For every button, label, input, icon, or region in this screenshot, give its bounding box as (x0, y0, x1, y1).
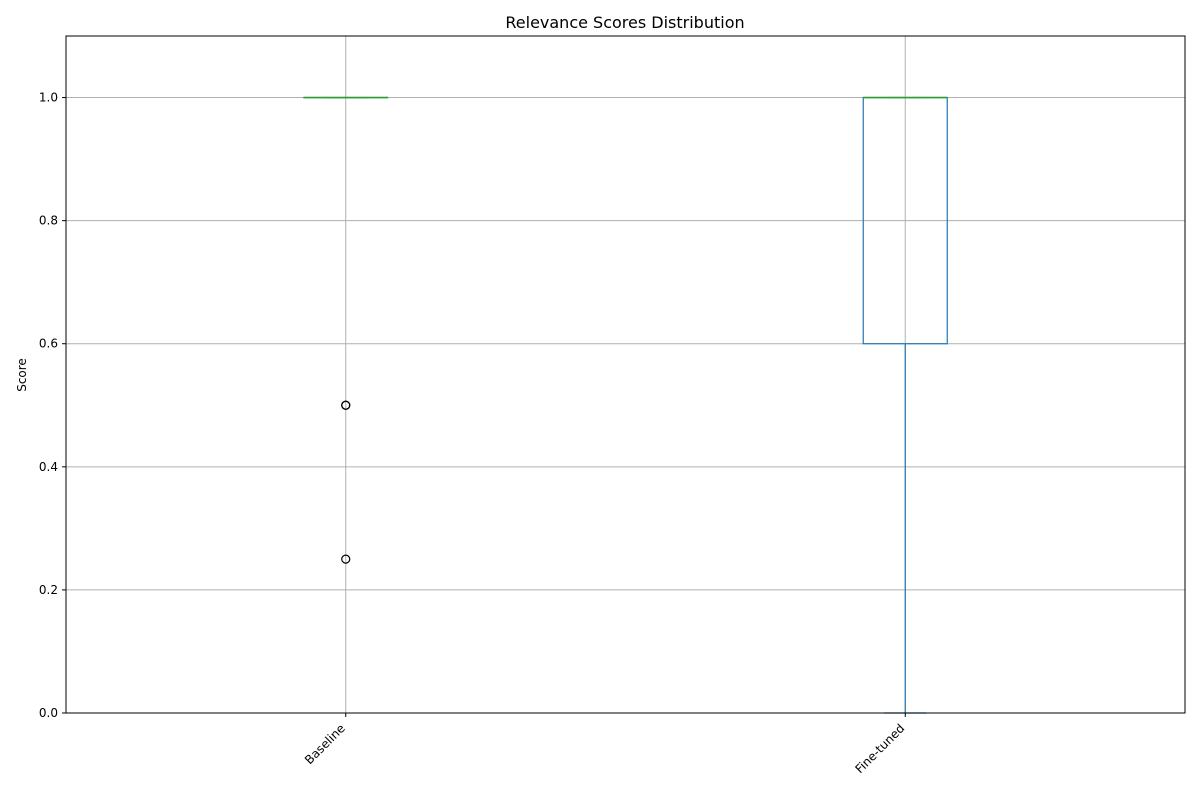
y-axis-label: Score (15, 358, 29, 392)
y-tick-label: 0.6 (39, 337, 58, 351)
plot-frame (65, 35, 1186, 714)
y-tick-label: 0.4 (39, 460, 58, 474)
axes: 0.0 0.2 0.4 0.6 0.8 1.0 Baseline Fine-tuned (39, 91, 907, 777)
box-baseline (303, 96, 389, 564)
grid (66, 36, 1185, 714)
y-tick-label: 1.0 (39, 91, 58, 105)
outlier-point (341, 400, 351, 410)
chart-title: Relevance Scores Distribution (505, 13, 744, 32)
x-tick-label: Fine-tuned (852, 721, 907, 776)
y-tick-label: 0.2 (39, 583, 58, 597)
y-tick-label: 0.0 (39, 706, 58, 720)
plot-data (303, 96, 948, 714)
x-tick-label: Baseline (302, 721, 348, 767)
y-tick-label: 0.8 (39, 214, 58, 228)
outlier-point (341, 554, 351, 564)
